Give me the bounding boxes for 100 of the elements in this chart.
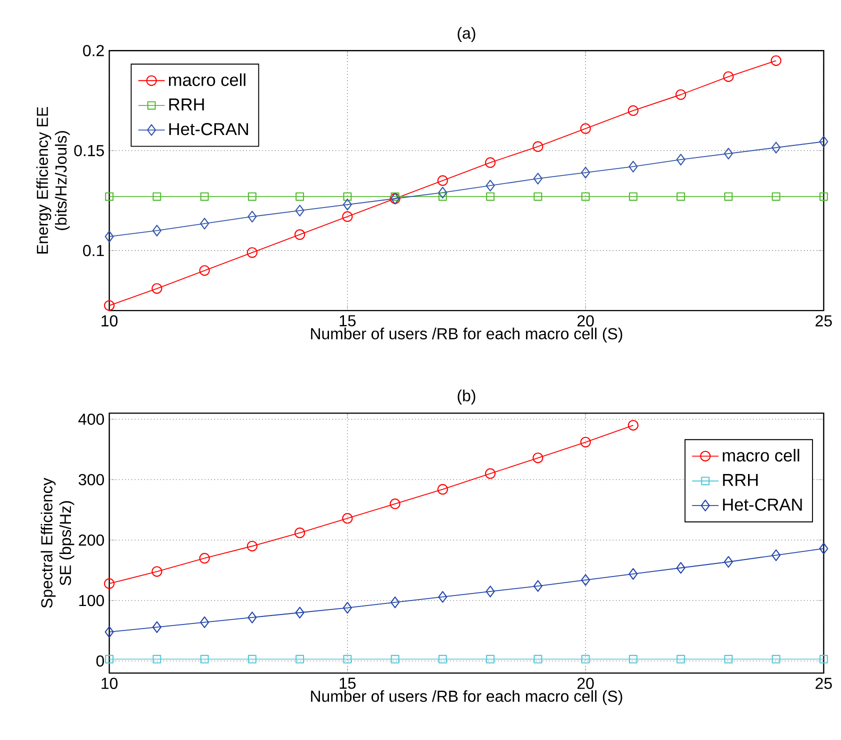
point bbox=[580, 437, 591, 448]
point bbox=[104, 230, 114, 243]
point bbox=[628, 568, 638, 580]
point bbox=[246, 247, 258, 258]
point bbox=[676, 192, 686, 201]
point bbox=[532, 141, 544, 152]
y-tick-label: 0.2 bbox=[83, 45, 104, 56]
point bbox=[724, 148, 733, 160]
point bbox=[534, 655, 542, 664]
x-tick-label: 15 bbox=[340, 678, 356, 690]
point bbox=[342, 602, 352, 614]
point bbox=[581, 192, 590, 201]
point bbox=[248, 192, 256, 201]
point bbox=[199, 553, 210, 564]
point bbox=[438, 591, 448, 603]
point bbox=[104, 578, 115, 590]
point bbox=[296, 192, 304, 201]
x-tick-label: 20 bbox=[577, 315, 594, 327]
x-axis-title: Number of users /RB for each macro cell (S) bbox=[311, 328, 622, 343]
point bbox=[724, 192, 733, 201]
point bbox=[772, 550, 781, 562]
x-tick-label: 25 bbox=[816, 315, 832, 327]
point bbox=[246, 540, 258, 552]
point bbox=[152, 192, 162, 201]
y-tick-label: 0.1 bbox=[83, 245, 104, 256]
point bbox=[200, 218, 210, 230]
y-axis-title: Energy Efficiency EE (bits/Hz/Jouls) bbox=[36, 107, 70, 254]
point bbox=[200, 655, 209, 664]
point bbox=[486, 192, 495, 201]
y-tick-label: 0.15 bbox=[74, 145, 104, 156]
y-axis-title: Spectral Efficiency SE (bps/Hz) bbox=[40, 478, 74, 608]
point bbox=[199, 265, 210, 276]
point bbox=[342, 513, 353, 524]
point bbox=[675, 89, 686, 100]
point bbox=[581, 574, 590, 586]
point bbox=[770, 55, 782, 66]
y-tick-label: 0 bbox=[96, 655, 104, 667]
point bbox=[772, 142, 781, 154]
point bbox=[724, 655, 733, 664]
x-axis-title: Number of users /RB for each macro cell (S) bbox=[311, 690, 622, 706]
point bbox=[343, 192, 352, 201]
point bbox=[581, 655, 590, 664]
point bbox=[342, 198, 352, 211]
point bbox=[534, 192, 542, 201]
point bbox=[723, 71, 734, 82]
point bbox=[248, 655, 256, 664]
point bbox=[294, 528, 306, 538]
point bbox=[296, 655, 304, 664]
point bbox=[438, 192, 447, 201]
point bbox=[105, 655, 114, 664]
x-tick-label: 25 bbox=[816, 678, 832, 690]
point bbox=[152, 566, 162, 577]
point bbox=[581, 166, 590, 179]
point bbox=[295, 606, 304, 619]
y-tick-label: 400 bbox=[78, 414, 104, 425]
point bbox=[104, 626, 114, 638]
point bbox=[772, 192, 780, 201]
point bbox=[532, 452, 544, 464]
point bbox=[437, 175, 448, 186]
point bbox=[390, 192, 400, 201]
point bbox=[486, 655, 495, 664]
point bbox=[628, 655, 638, 664]
point bbox=[342, 211, 353, 222]
point bbox=[152, 655, 162, 664]
point bbox=[343, 655, 352, 664]
point bbox=[676, 154, 686, 166]
point bbox=[200, 192, 209, 201]
point bbox=[486, 180, 495, 192]
legend-label: Het-CRAN bbox=[169, 123, 248, 136]
x-tick-label: 15 bbox=[340, 315, 356, 326]
point bbox=[580, 123, 591, 134]
point bbox=[486, 586, 495, 598]
point bbox=[533, 172, 542, 185]
legend-label: macro cell bbox=[169, 74, 246, 86]
legend-label: macro cell bbox=[722, 449, 800, 462]
chart-title: (b) bbox=[458, 390, 476, 405]
point bbox=[438, 186, 448, 199]
point bbox=[819, 192, 828, 201]
point bbox=[484, 157, 496, 168]
point bbox=[438, 655, 447, 664]
point bbox=[772, 655, 780, 664]
point bbox=[628, 105, 638, 116]
point bbox=[152, 621, 162, 634]
x-tick-label: 10 bbox=[102, 678, 118, 690]
x-tick-label: 10 bbox=[102, 315, 118, 327]
point bbox=[437, 484, 448, 495]
chart-title: (a) bbox=[458, 27, 476, 42]
legend-label: Het-CRAN bbox=[723, 498, 802, 511]
y-tick-label: 200 bbox=[78, 534, 104, 546]
point bbox=[819, 542, 828, 555]
point bbox=[390, 498, 400, 510]
point bbox=[200, 616, 210, 628]
point bbox=[295, 204, 304, 217]
x-tick-label: 20 bbox=[577, 678, 594, 690]
point bbox=[628, 192, 638, 201]
point bbox=[676, 562, 686, 574]
point bbox=[724, 556, 733, 568]
point bbox=[628, 420, 638, 431]
point bbox=[390, 655, 400, 664]
y-tick-label: 300 bbox=[78, 474, 104, 486]
